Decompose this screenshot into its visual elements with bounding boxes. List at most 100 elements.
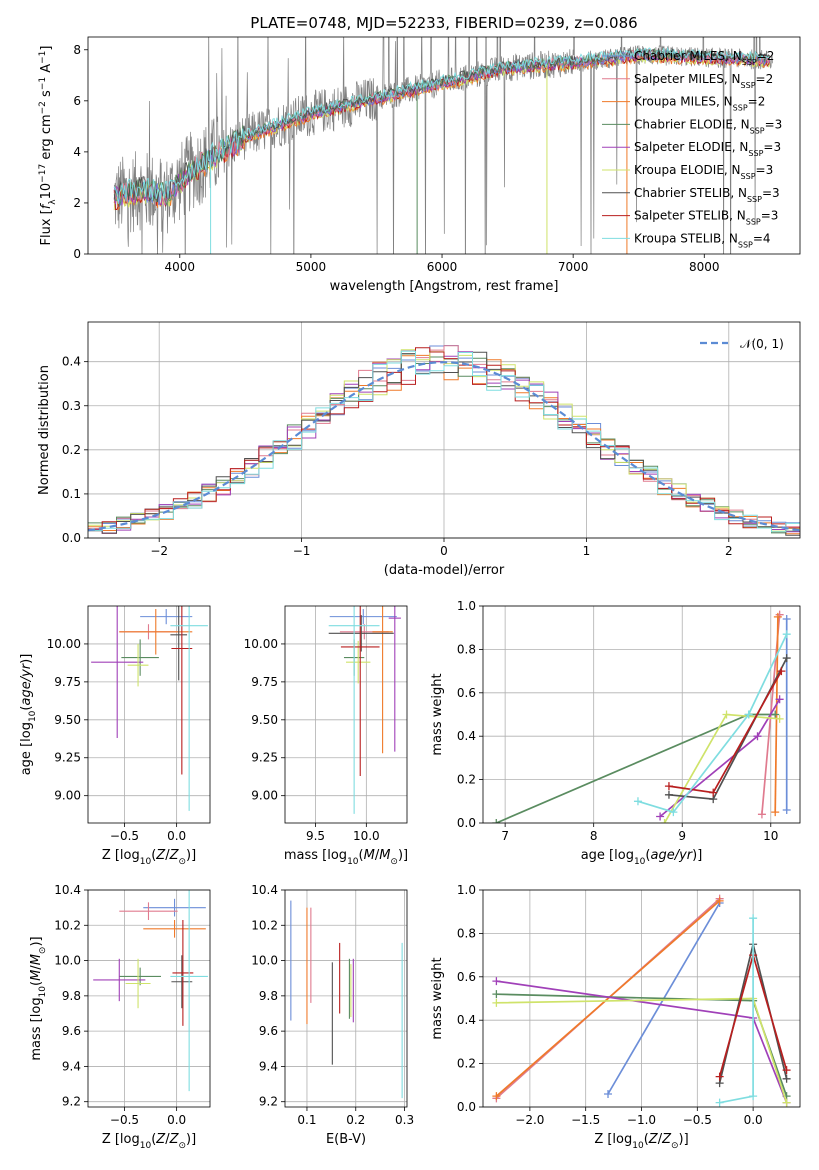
x-tick-label: −2.0 (515, 1113, 544, 1127)
weight-marker (757, 810, 766, 819)
label-part: ( (359, 848, 364, 863)
label-part: 10 (39, 183, 54, 200)
x-tick-label: 0.0 (167, 829, 186, 843)
weight-marker (715, 896, 724, 905)
x-tick-label: 0.2 (346, 1113, 365, 1127)
weight-marker (660, 819, 669, 823)
label-part: =3 (763, 140, 781, 154)
label-part: −17 (38, 164, 48, 183)
label-part: )] (692, 848, 702, 863)
x-axis-label: wavelength [Angstrom, rest frame] (330, 279, 559, 294)
label-part: age/yr (19, 662, 34, 705)
axes-frame (87, 889, 211, 1108)
label-part: M (29, 954, 44, 965)
y-tick-label: 0.0 (62, 531, 81, 545)
y-tick-label: 9.8 (259, 989, 278, 1003)
axes-frame (87, 605, 211, 824)
label-part: ( (645, 848, 650, 863)
y-tick-label: 0.6 (457, 686, 476, 700)
axes-frame (87, 36, 801, 255)
x-tick-label: 0.3 (395, 1113, 414, 1127)
weight-marker (744, 710, 753, 719)
label-part: )] (19, 654, 34, 664)
weight-marker (775, 714, 784, 723)
y-axis-label: mass [log10(M/M⊙)] (29, 936, 48, 1060)
y-tick-label: 10.0 (54, 954, 81, 968)
axes-6: −0.5 0.09.29.49.69.810.010.210.4Z [log10(… (29, 883, 211, 1151)
y-tick-label: 9.50 (54, 713, 81, 727)
label-part: 10 (632, 1141, 644, 1151)
label-part: Z [log (102, 1132, 140, 1147)
weight-marker (782, 630, 791, 639)
label-part: SSP (746, 217, 761, 226)
x-tick-label: −0.5 (110, 829, 139, 843)
weight-marker (777, 667, 786, 676)
label-part: Chabrier STELIB, N (634, 186, 747, 200)
label-part: Salpeter ELODIE, N (634, 140, 748, 154)
label-part: SSP (750, 126, 765, 135)
label-part: Kroupa MILES, N (634, 95, 733, 109)
y-tick-label: 9.4 (62, 1059, 81, 1073)
x-tick-label: 1 (583, 544, 591, 558)
x-tick-label: 9.5 (306, 829, 325, 843)
plot-area (93, 890, 208, 1092)
weight-marker (782, 1098, 791, 1107)
label-part: =2 (756, 72, 774, 86)
y-tick-label: 1.0 (457, 883, 476, 897)
normal-curve (88, 361, 800, 532)
y-axis-label: mass weight (430, 957, 445, 1039)
label-part: SSP (747, 194, 762, 203)
label-part: mass [log (29, 997, 44, 1060)
y-tick-label: 0.4 (457, 1013, 476, 1027)
y-tick-label: 6 (73, 94, 81, 108)
label-part: ( (29, 981, 44, 986)
x-tick-label: 0 (440, 544, 448, 558)
x-tick-label: 10 (763, 829, 778, 843)
label-part: E(B-V) (326, 1132, 366, 1147)
weight-marker (775, 695, 784, 704)
plot-area (492, 894, 791, 1107)
label-part: ( (19, 706, 34, 711)
x-tick-label: 8 (590, 829, 598, 843)
label-part: )] (398, 848, 408, 863)
weight-marker (773, 612, 782, 621)
y-tick-label: 10.2 (251, 918, 278, 932)
x-tick-label: 7 (501, 829, 509, 843)
weight-marker (604, 1089, 613, 1098)
label-part: erg cm (39, 114, 54, 163)
y-tick-label: 9.50 (251, 713, 278, 727)
label-part: ] (39, 46, 54, 51)
legend-entry: Chabrier STELIB, NSSP=3 (634, 186, 780, 204)
label-part: SSP (741, 80, 756, 89)
weight-marker (633, 797, 642, 806)
plot-area (328, 606, 401, 814)
label-part: =3 (756, 163, 774, 177)
label-part: Salpeter STELIB, N (634, 209, 746, 223)
label-part: =3 (761, 209, 779, 223)
x-axis-label: Z [log10(Z/Z⊙)] (102, 1132, 196, 1151)
residual-histogram (88, 347, 800, 530)
label-part: Chabrier MILES, N (634, 49, 742, 63)
weight-marker (664, 782, 673, 791)
label-part: 10 (28, 710, 38, 722)
x-tick-label: −1.5 (571, 1113, 600, 1127)
y-tick-label: 10.00 (244, 637, 278, 651)
y-tick-label: 0.4 (457, 729, 476, 743)
axes-7: 0.1 0.2 0.3 9.2 9.4 9.6 9.8 10.0 10.2 10.4 E(B-V) (251, 883, 414, 1147)
y-tick-label: 9.75 (251, 675, 278, 689)
y-tick-label: 0.4 (62, 355, 81, 369)
y-axis-label: Flux [fλ10−17 erg cm−2 s−1 A−1] (38, 46, 58, 246)
y-tick-label: 4 (73, 145, 81, 159)
y-tick-label: 0.1 (62, 487, 81, 501)
weight-marker (782, 654, 791, 663)
label-part: (data-model)/error (384, 563, 505, 578)
weight-marker (771, 710, 780, 719)
legend-entry: Chabrier ELODIE, NSSP=3 (634, 117, 782, 135)
label-part: )] (186, 1132, 196, 1147)
x-tick-label: −0.5 (110, 1113, 139, 1127)
label-part: M (364, 848, 375, 863)
label-part: 10 (634, 857, 646, 867)
weight-marker (492, 977, 501, 986)
weight-marker (492, 819, 501, 823)
